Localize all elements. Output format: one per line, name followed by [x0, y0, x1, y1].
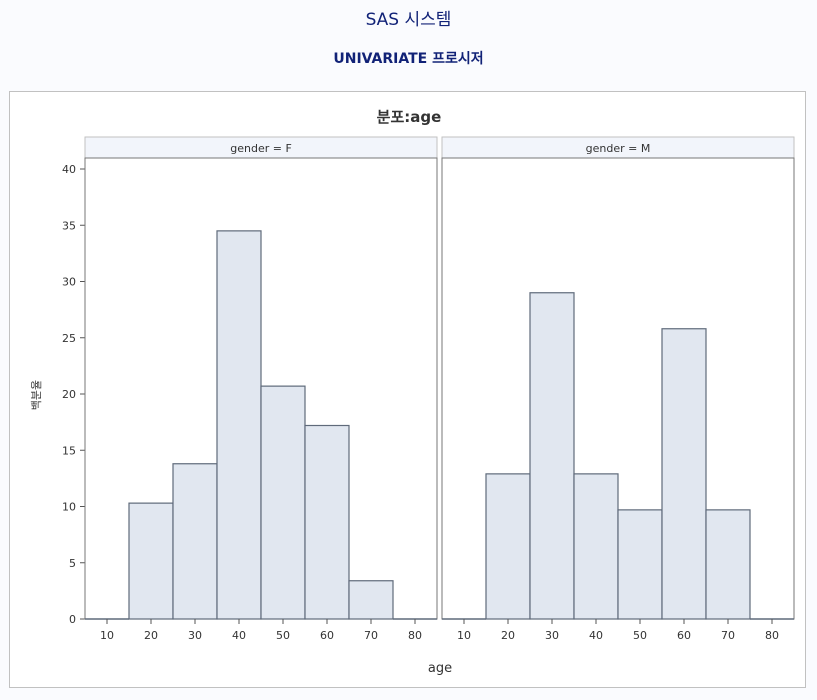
- x-tick-label: 50: [633, 629, 647, 642]
- x-tick-label: 10: [457, 629, 471, 642]
- x-tick-label: 20: [501, 629, 515, 642]
- histogram-bar: [661, 328, 707, 620]
- x-axis-label: age: [428, 661, 452, 676]
- x-tick-label: 80: [765, 629, 779, 642]
- y-tick-label: 15: [62, 444, 76, 457]
- histogram-bar: [573, 473, 619, 620]
- histogram-bar: [617, 509, 663, 620]
- y-tick-label: 35: [62, 219, 76, 232]
- y-tick-label: 20: [62, 388, 76, 401]
- x-tick-label: 40: [232, 629, 246, 642]
- system-title: SAS 시스템: [365, 10, 452, 30]
- histogram-bar: [304, 424, 350, 620]
- x-tick-label: 70: [721, 629, 735, 642]
- y-tick-label: 25: [62, 332, 76, 345]
- x-tick-label: 40: [589, 629, 603, 642]
- y-tick-label: 5: [69, 557, 76, 570]
- histogram-bar: [485, 473, 531, 620]
- histogram-bar: [260, 385, 306, 620]
- y-tick-label: 30: [62, 276, 76, 289]
- x-tick-label: 30: [188, 629, 202, 642]
- x-tick-label: 70: [364, 629, 378, 642]
- chart-title: 분포:age: [377, 108, 442, 126]
- histogram-bar: [216, 230, 262, 620]
- x-tick-label: 60: [320, 629, 334, 642]
- panel-header-label: gender = F: [230, 142, 292, 155]
- procedure-title: UNIVARIATE 프로시저: [333, 51, 484, 67]
- histogram-bar: [348, 580, 394, 620]
- histogram-bar: [128, 502, 174, 620]
- histogram-chart: 분포:age age 백분율 0 5 10 15 20 25 30 35 40 gender = …: [30, 108, 795, 676]
- y-tick-label: 40: [62, 163, 76, 176]
- y-axis-label: 백분율: [30, 380, 43, 410]
- histogram-bar: [529, 292, 575, 620]
- histogram-bar: [172, 463, 218, 620]
- x-tick-label: 80: [408, 629, 422, 642]
- x-tick-label: 50: [276, 629, 290, 642]
- graph-frame: 분포:age age 백분율 0 5 10 15 20 25 30 35 40 gender = …: [9, 91, 806, 688]
- histogram-bar: [705, 509, 751, 620]
- panel-header-label: gender = M: [586, 142, 651, 155]
- y-tick-label: 0: [69, 613, 76, 626]
- x-tick-label: 10: [100, 629, 114, 642]
- x-tick-label: 20: [144, 629, 158, 642]
- x-tick-label: 60: [677, 629, 691, 642]
- y-tick-label: 10: [62, 501, 76, 514]
- x-tick-label: 30: [545, 629, 559, 642]
